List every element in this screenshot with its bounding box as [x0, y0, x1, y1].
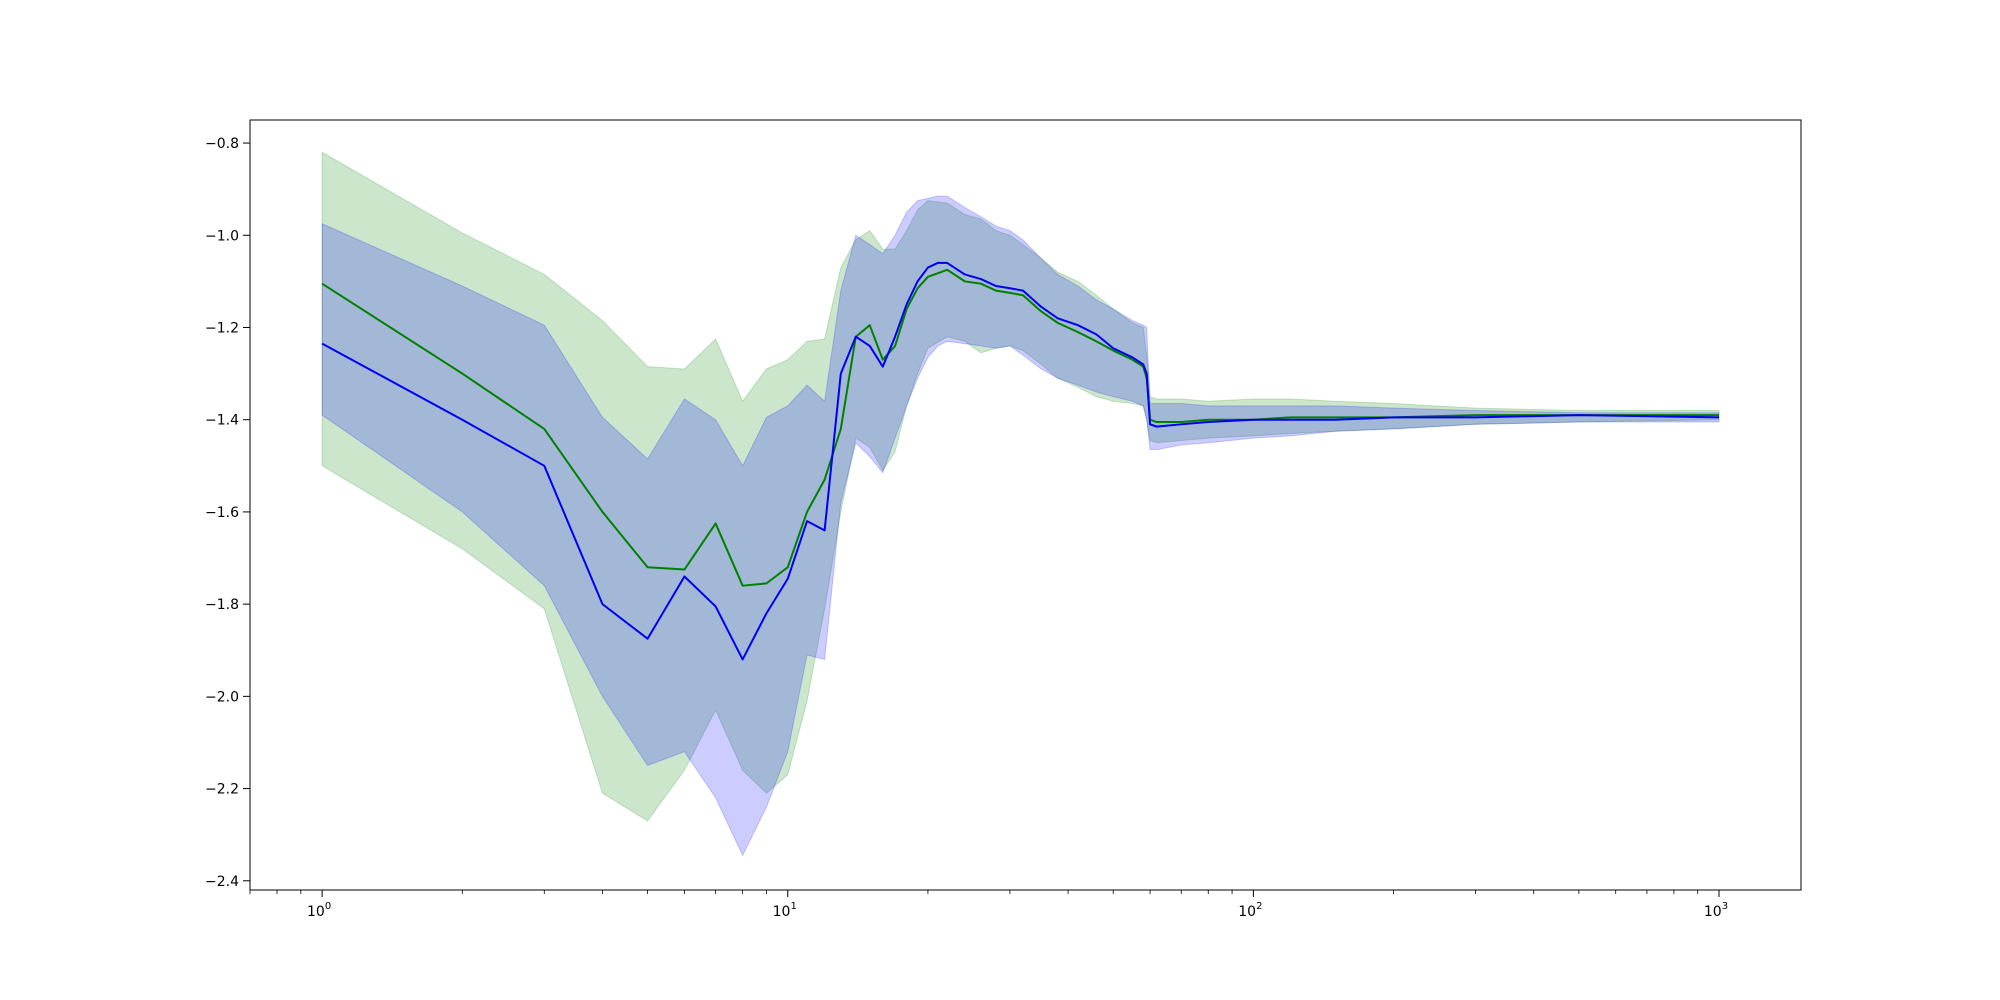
x-tick-label: 102: [1238, 901, 1262, 920]
y-tick-label: −1.2: [205, 320, 239, 336]
plot-frame: [249, 119, 1802, 891]
line-series-1: [321, 268, 1720, 587]
confidence-bands: [321, 151, 1720, 857]
x-axis: 100 101 102 103: [249, 890, 1728, 920]
band-series-2: [321, 195, 1720, 857]
y-tick-label: −0.8: [205, 136, 239, 152]
y-axis: −0.8 −1.0 −1.2 −1.4 −1.6 −1.8 −2.0 −2.2 −2.4: [205, 136, 250, 890]
y-tick-label: −2.2: [205, 782, 239, 798]
series-lines: [321, 261, 1720, 661]
band-series-1: [321, 151, 1720, 822]
x-tick-label: 101: [773, 901, 797, 920]
y-tick-label: −2.0: [205, 689, 239, 705]
y-tick-label: −1.4: [205, 413, 239, 429]
y-tick-label: −2.4: [205, 874, 239, 890]
line-series-2: [321, 261, 1720, 661]
x-tick-label: 100: [307, 901, 331, 920]
x-tick-label: 103: [1704, 901, 1728, 920]
y-tick-label: −1.8: [205, 597, 239, 613]
y-tick-label: −1.6: [205, 505, 239, 521]
y-tick-label: −1.0: [205, 228, 239, 244]
